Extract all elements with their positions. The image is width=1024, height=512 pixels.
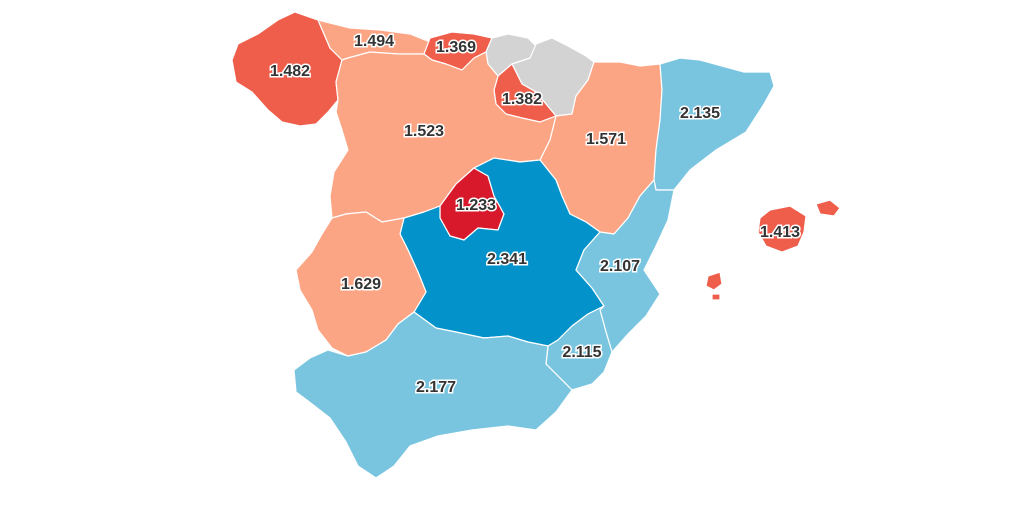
value-label-extremadura: 1.629 bbox=[341, 276, 381, 293]
value-label-c-valenciana: 2.107 bbox=[600, 258, 640, 275]
value-label-andalucia: 2.177 bbox=[416, 379, 456, 396]
value-labels: 1.482 1.494 1.369 1.382 1.523 1.571 2.13… bbox=[268, 32, 801, 398]
value-label-aragon: 1.571 bbox=[586, 131, 626, 148]
value-label-galicia: 1.482 bbox=[270, 63, 310, 80]
value-label-baleares: 1.413 bbox=[760, 224, 800, 241]
region-baleares bbox=[705, 199, 841, 301]
region-c-valenciana bbox=[575, 179, 675, 353]
region-andalucia bbox=[293, 311, 573, 479]
value-label-la-rioja: 1.382 bbox=[502, 91, 542, 108]
value-label-madrid: 1.233 bbox=[456, 197, 496, 214]
region-cataluna bbox=[653, 57, 775, 191]
value-label-castilla-leon: 1.523 bbox=[404, 123, 444, 140]
value-label-castilla-la-mancha: 2.341 bbox=[487, 251, 527, 268]
value-label-cataluna: 2.135 bbox=[680, 105, 720, 122]
value-label-cantabria: 1.369 bbox=[436, 39, 476, 56]
value-label-asturias: 1.494 bbox=[354, 33, 394, 50]
value-label-murcia: 2.115 bbox=[562, 344, 601, 361]
